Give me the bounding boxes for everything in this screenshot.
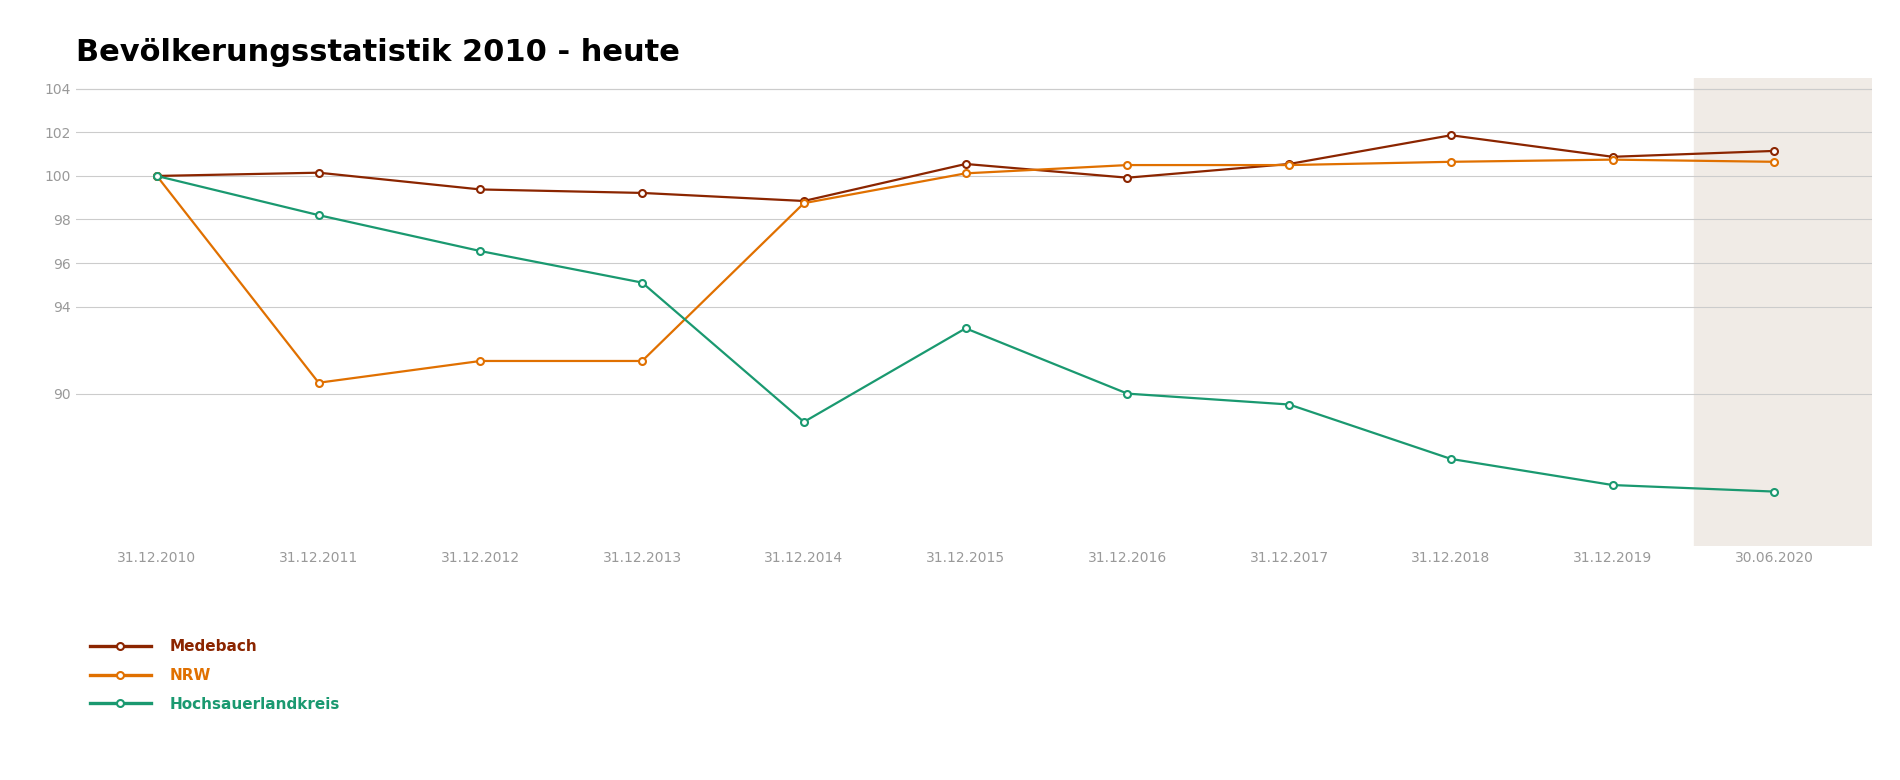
Line: NRW: NRW xyxy=(154,156,1778,386)
NRW xyxy=(792,198,815,207)
Hochsauerlandkreis xyxy=(792,417,815,427)
Medebach xyxy=(1115,173,1138,183)
Line: Medebach: Medebach xyxy=(154,132,1778,204)
Hochsauerlandkreis xyxy=(631,278,654,287)
NRW xyxy=(631,356,654,366)
Hochsauerlandkreis xyxy=(146,172,169,181)
Medebach xyxy=(1763,146,1786,155)
Medebach xyxy=(631,188,654,197)
NRW xyxy=(954,168,977,178)
Medebach xyxy=(1440,130,1463,140)
Hochsauerlandkreis xyxy=(1115,389,1138,399)
NRW xyxy=(1763,157,1786,166)
NRW xyxy=(469,356,492,366)
Hochsauerlandkreis xyxy=(1602,480,1624,490)
Hochsauerlandkreis xyxy=(308,211,331,220)
Medebach xyxy=(146,172,169,181)
Legend: Medebach, NRW, Hochsauerlandkreis: Medebach, NRW, Hochsauerlandkreis xyxy=(84,633,346,718)
NRW xyxy=(1602,155,1624,165)
Medebach xyxy=(469,185,492,194)
Hochsauerlandkreis xyxy=(1763,487,1786,496)
NRW xyxy=(1440,157,1463,166)
NRW xyxy=(146,172,169,181)
NRW xyxy=(308,378,331,388)
Bar xyxy=(1693,78,1872,546)
NRW xyxy=(1279,161,1302,170)
Hochsauerlandkreis xyxy=(469,246,492,256)
Medebach xyxy=(1602,152,1624,161)
Medebach xyxy=(308,168,331,177)
NRW xyxy=(1115,161,1138,170)
Hochsauerlandkreis xyxy=(1440,454,1463,463)
Medebach xyxy=(1279,159,1302,168)
Medebach xyxy=(792,197,815,206)
Text: Bevölkerungsstatistik 2010 - heute: Bevölkerungsstatistik 2010 - heute xyxy=(76,38,680,67)
Medebach xyxy=(954,159,977,168)
Hochsauerlandkreis xyxy=(1279,400,1302,410)
Hochsauerlandkreis xyxy=(954,324,977,333)
Line: Hochsauerlandkreis: Hochsauerlandkreis xyxy=(154,172,1778,495)
